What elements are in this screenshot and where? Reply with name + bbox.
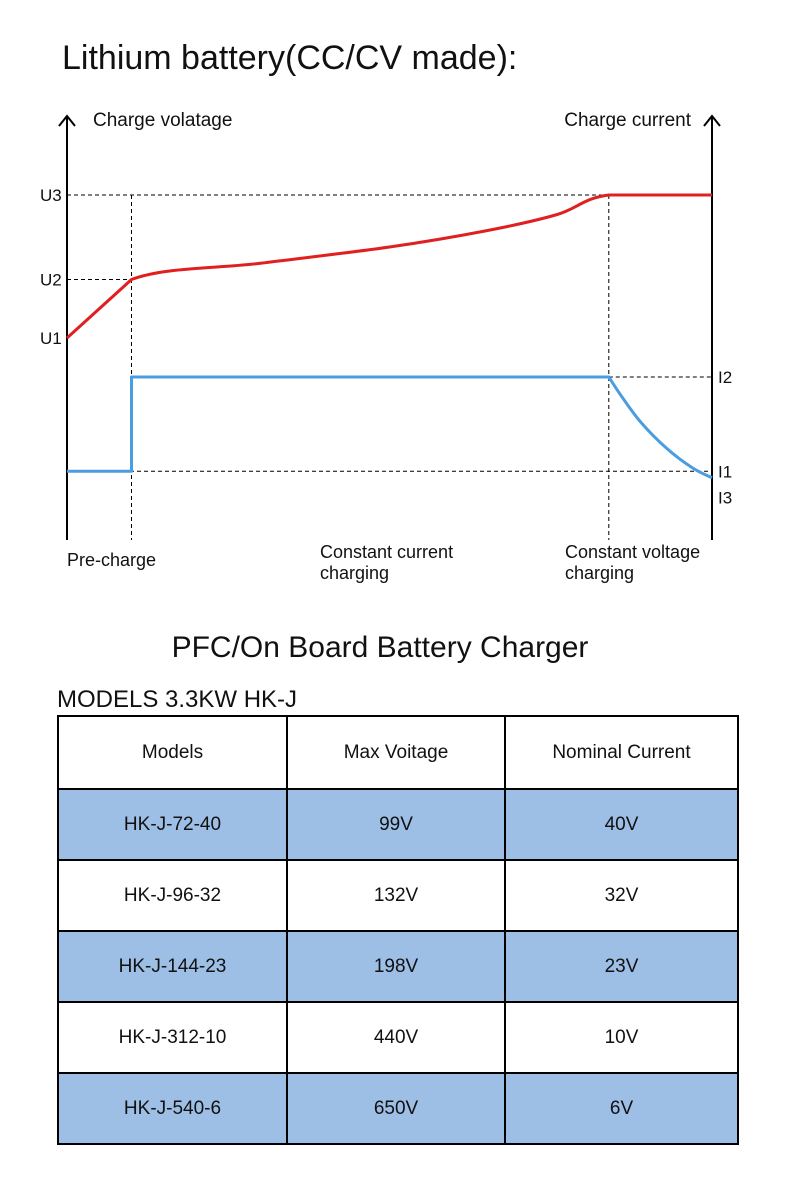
- right-axis-label: Charge current: [564, 110, 691, 131]
- phase-label: Constant current: [320, 542, 453, 562]
- max-voltage-cell: 99V: [286, 788, 506, 861]
- right-tick-label: I3: [718, 488, 732, 507]
- right-tick-label: I2: [718, 368, 732, 387]
- max-voltage-cell: 198V: [286, 930, 506, 1003]
- model-cell: HK-J-540-6: [57, 1072, 288, 1145]
- table-header-row: Models Max Voitage Nominal Current: [57, 715, 739, 790]
- nominal-current-cell: 10V: [504, 1001, 739, 1074]
- models-table: Models Max Voitage Nominal Current HK-J-…: [57, 715, 739, 1145]
- left-axis-arrow-icon: [58, 114, 76, 127]
- phase-label: charging: [320, 563, 389, 583]
- nominal-current-cell: 32V: [504, 859, 739, 932]
- model-cell: HK-J-144-23: [57, 930, 288, 1003]
- model-cell: HK-J-72-40: [57, 788, 288, 861]
- table-row: HK-J-144-23 198V 23V: [57, 930, 739, 1003]
- right-axis-arrow-icon: [703, 114, 721, 127]
- page-title: Lithium battery(CC/CV made):: [62, 39, 518, 77]
- column-header-models: Models: [57, 715, 288, 790]
- table-row: HK-J-540-6 650V 6V: [57, 1072, 739, 1145]
- voltage-series-line: [65, 193, 712, 340]
- right-tick-label: I1: [718, 462, 732, 481]
- model-cell: HK-J-312-10: [57, 1001, 288, 1074]
- table-row: HK-J-96-32 132V 32V: [57, 859, 739, 932]
- max-voltage-cell: 440V: [286, 1001, 506, 1074]
- model-cell: HK-J-96-32: [57, 859, 288, 932]
- current-series-line: [67, 375, 713, 480]
- models-heading: MODELS 3.3KW HK-J: [57, 686, 298, 713]
- column-header-max-voltage: Max Voitage: [286, 715, 506, 790]
- charging-curve-chart: Charge volatage Charge current U3 U2 U1 I2 I1 I…: [40, 110, 732, 583]
- left-tick-label: U1: [40, 329, 62, 348]
- phase-label: Constant voltage: [565, 542, 700, 562]
- table-row: HK-J-312-10 440V 10V: [57, 1001, 739, 1074]
- nominal-current-cell: 6V: [504, 1072, 739, 1145]
- column-header-nominal-current: Nominal Current: [504, 715, 739, 790]
- left-axis-label: Charge volatage: [93, 110, 232, 131]
- nominal-current-cell: 40V: [504, 788, 739, 861]
- nominal-current-cell: 23V: [504, 930, 739, 1003]
- left-tick-label: U2: [40, 271, 62, 290]
- table-row: HK-J-72-40 99V 40V: [57, 788, 739, 861]
- left-tick-label: U3: [40, 186, 62, 205]
- phase-label: Pre-charge: [67, 550, 156, 570]
- max-voltage-cell: 650V: [286, 1072, 506, 1145]
- max-voltage-cell: 132V: [286, 859, 506, 932]
- phase-label: charging: [565, 563, 634, 583]
- section-title: PFC/On Board Battery Charger: [171, 631, 589, 664]
